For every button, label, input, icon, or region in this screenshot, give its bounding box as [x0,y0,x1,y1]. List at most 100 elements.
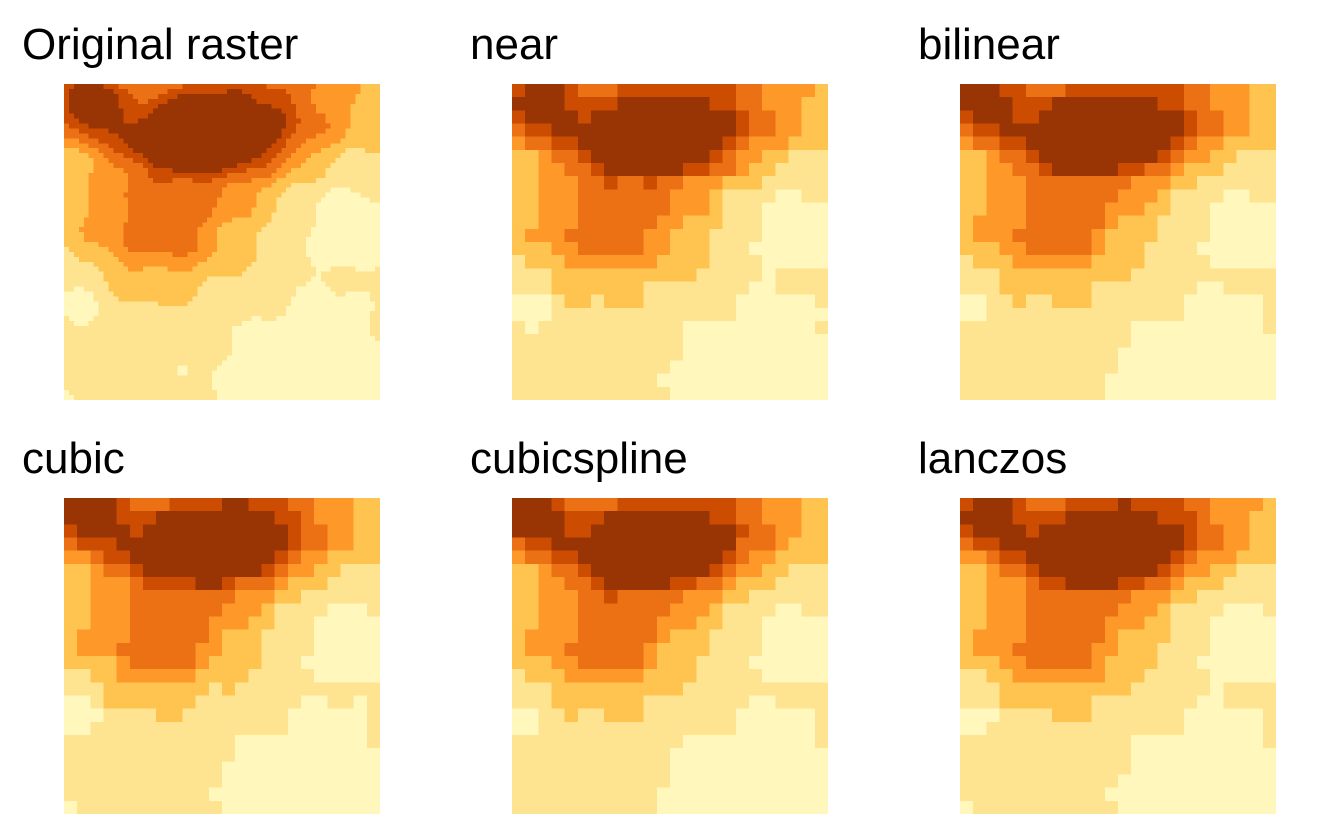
raster-cell [222,276,228,283]
raster-cell [1012,255,1027,269]
raster-cell [266,365,272,371]
raster-cell [261,276,268,283]
raster-cell [1118,176,1132,190]
raster-cell [103,375,110,381]
raster-cell [1223,176,1238,190]
raster-cell [68,98,75,105]
raster-cell [187,212,193,218]
raster-cell [202,261,208,268]
raster-cell [656,281,671,296]
raster-cell [735,386,750,400]
raster-cell [197,158,203,164]
raster-cell [365,103,371,110]
raster-cell [345,108,351,115]
raster-cell [167,281,174,288]
raster-cell [187,256,193,263]
raster-cell [133,355,139,362]
raster-cell [296,355,302,362]
raster-cell [78,286,85,292]
raster-cell [762,228,776,243]
raster-cell [192,197,198,204]
raster-cell [118,158,124,164]
raster-cell [350,197,356,204]
raster-cell [261,365,268,371]
raster-cell [276,227,282,233]
raster-cell [157,345,164,352]
raster-cell [1157,123,1172,138]
raster-cell [1157,189,1172,204]
raster-cell [286,163,292,169]
raster-cell [330,153,337,159]
raster-cell [305,133,312,139]
raster-cell [281,380,287,386]
raster-cell [152,217,159,223]
raster-cell [291,291,297,297]
raster-cell [350,350,356,357]
raster-cell [286,98,292,105]
raster-cell [762,202,776,217]
raster-cell [266,395,272,400]
raster-cell [88,167,95,174]
raster-cell [143,370,149,376]
raster-cell [98,291,105,297]
raster-cell [320,340,327,347]
raster-cell [108,232,114,238]
raster-cell [709,334,724,348]
raster-cell [604,97,618,111]
raster-cell [212,335,218,342]
raster-cell [187,340,193,347]
raster-cell [98,207,105,213]
raster-cell [236,158,243,164]
raster-cell [157,207,164,213]
raster-cell [350,271,356,278]
raster-cell [187,232,193,238]
raster-cell [113,84,119,90]
raster-cell [222,355,228,362]
raster-cell [103,246,110,253]
raster-cell [1104,110,1119,125]
raster-cell [281,261,287,268]
raster-cell [670,294,684,309]
raster-cell [207,281,213,288]
raster-cell [64,123,70,130]
raster-cell [108,306,114,312]
raster-cell [68,143,75,149]
raster-cell [1025,255,1040,269]
raster-cell [696,347,711,362]
raster-cell [251,365,258,371]
raster-cell [551,255,566,269]
raster-cell [512,294,526,309]
raster-cell [256,232,263,238]
raster-cell [617,136,632,151]
raster-cell [1157,202,1172,217]
raster-cell [98,108,105,115]
raster-cell [735,255,750,269]
raster-cell [236,360,243,367]
raster-cell [246,325,253,332]
raster-cell [281,390,287,396]
raster-cell [1118,202,1132,217]
raster-cell [73,266,80,273]
raster-cell [152,242,159,248]
raster-cell [749,215,763,230]
raster-cell [182,212,189,218]
raster-cell [564,373,579,388]
raster-cell [138,385,144,391]
raster-cell [78,177,85,184]
raster-cell [118,335,124,342]
raster-cell [360,123,366,130]
raster-cell [315,311,322,317]
raster-cell [157,167,164,174]
raster-cell [93,222,100,228]
raster-cell [152,330,159,337]
raster-cell [340,261,347,268]
raster-cell [320,207,327,213]
raster-cell [305,311,312,317]
raster-cell [335,395,342,400]
raster-cell [683,176,697,190]
raster-cell [187,301,193,307]
raster-cell [133,227,139,233]
raster-cell [73,330,80,337]
raster-cell [192,172,198,179]
raster-cell [118,167,124,174]
